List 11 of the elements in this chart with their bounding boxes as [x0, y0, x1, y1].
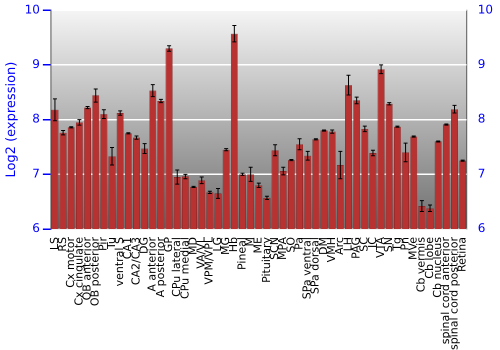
y-tick-label: 7	[32, 166, 40, 180]
y2-tick-label: 7	[478, 166, 486, 180]
y2-tick-label: 6	[478, 221, 486, 236]
y2-tick-label: 9	[478, 57, 486, 72]
y-tick-label: 8	[32, 112, 40, 126]
y-axis-title: Log2 (expression)	[4, 62, 20, 178]
y-tick-label: 6	[32, 221, 40, 236]
y-tick-label: 9	[32, 57, 40, 72]
y-tick-label: 10	[24, 2, 40, 16]
y2-tick-label: 10	[478, 2, 494, 16]
y2-tick-label: 8	[478, 112, 486, 126]
